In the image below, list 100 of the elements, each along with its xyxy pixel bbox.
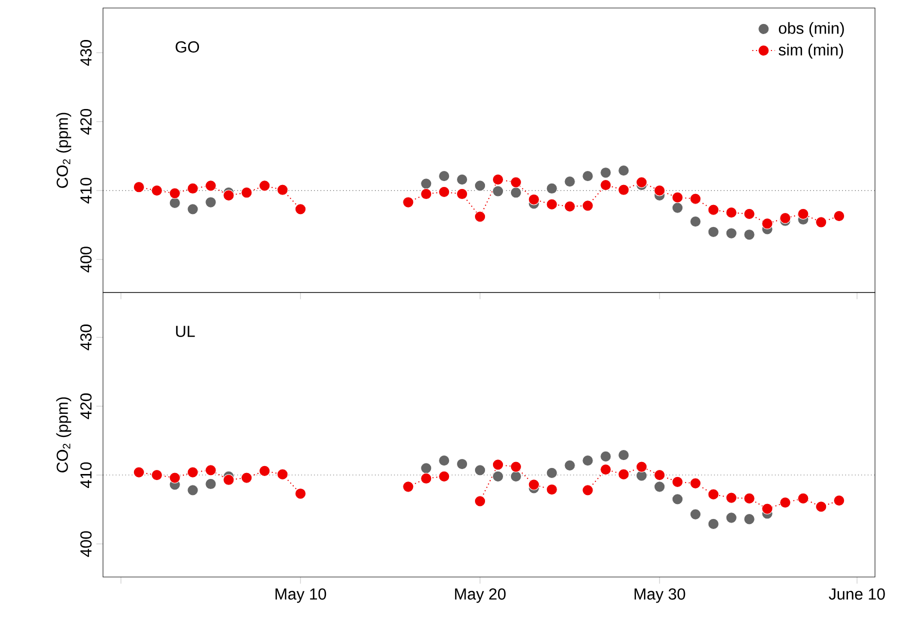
point: [564, 200, 576, 212]
point: [169, 188, 180, 199]
point: [833, 494, 845, 506]
point: [618, 468, 630, 480]
point: [546, 467, 558, 479]
point: [600, 450, 612, 462]
y-tick-label: 430: [80, 324, 92, 350]
y-axis-title: CO$_{2}$ (ppm): [56, 112, 72, 188]
y-tick-label: 420: [80, 393, 92, 420]
point: [726, 492, 737, 504]
point: [223, 190, 234, 201]
point: [510, 176, 522, 188]
point: [600, 179, 612, 191]
point: [420, 462, 432, 474]
point: [690, 193, 702, 204]
point: [600, 464, 612, 476]
y-tick-label: 400: [80, 246, 92, 272]
y-axis-title: CO$_{2}$ (ppm): [56, 397, 72, 472]
point: [276, 184, 288, 196]
point: [672, 476, 684, 488]
point: [654, 481, 666, 492]
point: [151, 184, 162, 196]
point: [474, 211, 486, 222]
point: [492, 174, 504, 186]
point: [438, 186, 450, 198]
point: [816, 216, 827, 228]
point: [672, 202, 684, 214]
point: [618, 164, 630, 176]
point: [187, 182, 198, 194]
legend-label: sim (min): [778, 44, 843, 59]
point: [672, 192, 684, 204]
point: [780, 496, 791, 508]
point: [744, 208, 755, 220]
point: [205, 464, 216, 476]
point: [294, 488, 306, 500]
x-tick-label: June 10: [828, 588, 885, 600]
point: [133, 182, 145, 193]
x-tick-label: May 10: [276, 588, 326, 603]
y-tick-label: 410: [80, 462, 92, 488]
point: [546, 182, 558, 194]
point: [690, 216, 702, 228]
point: [510, 461, 522, 472]
point: [708, 518, 720, 530]
point: [528, 194, 540, 206]
point: [618, 449, 630, 461]
point: [438, 454, 450, 466]
y-tick-label: 420: [80, 108, 92, 135]
point: [654, 469, 666, 481]
point: [223, 474, 234, 486]
point: [258, 180, 270, 192]
point: [582, 170, 594, 182]
point: [708, 488, 720, 500]
point: [582, 200, 594, 212]
point: [654, 184, 666, 196]
point: [169, 197, 180, 209]
point: [438, 170, 450, 182]
point: [420, 472, 432, 484]
text: UL: [176, 326, 195, 337]
point: [564, 176, 576, 188]
point: [744, 229, 755, 240]
point: [133, 466, 145, 478]
point: [546, 198, 558, 210]
y-tick-label: 410: [80, 178, 92, 204]
point: [708, 226, 720, 238]
point: [798, 492, 809, 504]
point: [187, 204, 198, 215]
point: [636, 461, 648, 472]
point: [205, 196, 216, 208]
point: [690, 508, 702, 520]
point: [546, 484, 558, 496]
point: [582, 484, 594, 496]
point: [205, 180, 216, 192]
point: [420, 178, 432, 190]
point: [618, 184, 630, 196]
point: [474, 464, 486, 476]
point: [816, 501, 827, 512]
point: [726, 228, 737, 239]
point: [474, 496, 486, 507]
y-tick-label: 400: [80, 531, 92, 557]
point: [780, 212, 791, 224]
point: [726, 512, 737, 524]
y-tick-label: 430: [80, 40, 92, 66]
point: [726, 206, 737, 218]
point: [492, 459, 504, 470]
point: [762, 503, 773, 514]
point: [528, 479, 540, 490]
point: [151, 469, 162, 481]
point: [510, 187, 522, 198]
point: [492, 470, 504, 482]
point: [744, 492, 755, 504]
point: [187, 466, 198, 478]
point: [402, 481, 414, 492]
text: GO: [176, 41, 199, 53]
point: [402, 196, 414, 208]
point: [636, 470, 648, 482]
point: [187, 484, 198, 496]
point: [456, 188, 468, 200]
point: [294, 204, 306, 215]
point: [241, 472, 252, 484]
point: [169, 472, 180, 484]
